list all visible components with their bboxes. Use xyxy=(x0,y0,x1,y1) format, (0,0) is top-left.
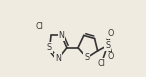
Text: Cl: Cl xyxy=(98,59,105,68)
Text: O: O xyxy=(108,53,114,61)
Text: O: O xyxy=(108,29,114,38)
Text: S: S xyxy=(84,53,89,62)
Text: Cl: Cl xyxy=(35,22,43,31)
Text: S: S xyxy=(105,41,110,50)
Text: N: N xyxy=(55,54,61,63)
Text: N: N xyxy=(59,31,64,40)
Text: S: S xyxy=(47,43,52,52)
